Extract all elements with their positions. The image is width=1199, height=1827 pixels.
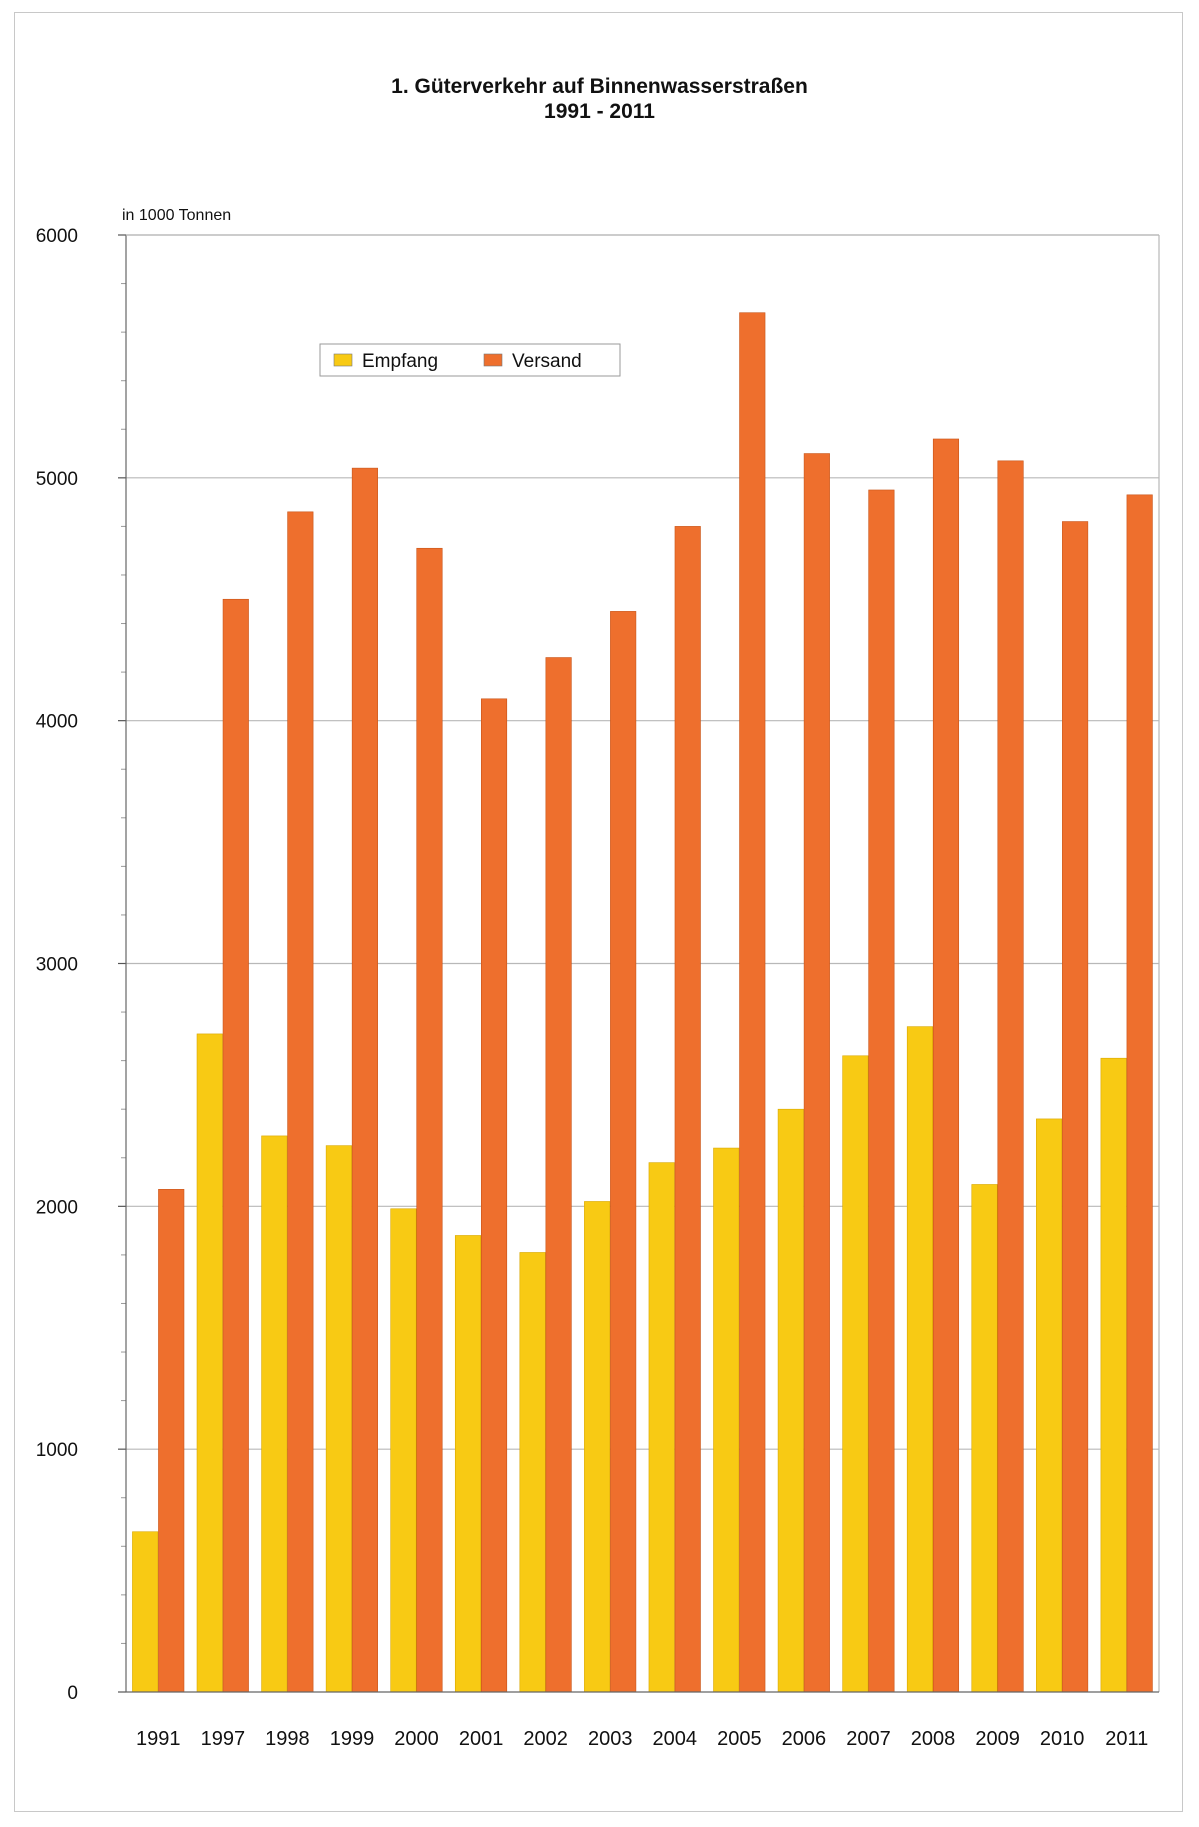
legend-label-versand: Versand xyxy=(512,351,582,372)
bar-empfang-2001 xyxy=(455,1235,481,1692)
bar-versand-2001 xyxy=(481,699,507,1692)
x-tick-label-1991: 1991 xyxy=(136,1728,181,1750)
x-tick-label-1999: 1999 xyxy=(330,1728,375,1750)
x-tick-label-2000: 2000 xyxy=(394,1728,439,1750)
bar-empfang-1997 xyxy=(197,1034,223,1692)
bar-versand-2005 xyxy=(740,313,766,1692)
y-tick-label-4000: 4000 xyxy=(36,712,78,733)
bar-empfang-2009 xyxy=(972,1184,998,1692)
bar-versand-2000 xyxy=(417,548,443,1692)
y-tick-label-2000: 2000 xyxy=(36,1197,78,1218)
bar-empfang-2002 xyxy=(520,1252,546,1692)
bar-versand-2002 xyxy=(546,658,572,1692)
bar-empfang-2003 xyxy=(584,1201,610,1692)
y-tick-label-0: 0 xyxy=(67,1683,78,1704)
legend: Empfang Versand xyxy=(320,344,620,376)
bar-versand-2008 xyxy=(933,439,959,1692)
y-tick-label-1000: 1000 xyxy=(36,1440,78,1461)
bar-empfang-2008 xyxy=(907,1027,933,1692)
y-tick-label-3000: 3000 xyxy=(36,955,78,976)
bar-empfang-2011 xyxy=(1101,1058,1127,1692)
x-tick-label-2009: 2009 xyxy=(975,1728,1020,1750)
bar-empfang-2006 xyxy=(778,1109,804,1692)
x-tick-label-2004: 2004 xyxy=(653,1728,698,1750)
bar-versand-1997 xyxy=(223,599,249,1692)
x-tick-label-1998: 1998 xyxy=(265,1728,310,1750)
bar-empfang-1991 xyxy=(132,1532,158,1692)
bar-empfang-2000 xyxy=(391,1209,417,1692)
bar-empfang-2005 xyxy=(714,1148,740,1692)
bar-versand-2011 xyxy=(1127,495,1153,1692)
bar-versand-1998 xyxy=(288,512,314,1692)
bar-versand-2007 xyxy=(869,490,895,1692)
x-tick-label-2008: 2008 xyxy=(911,1728,956,1750)
x-tick-label-2002: 2002 xyxy=(523,1728,568,1750)
x-tick-label-2010: 2010 xyxy=(1040,1728,1085,1750)
bar-empfang-2004 xyxy=(649,1163,675,1692)
x-tick-label-2005: 2005 xyxy=(717,1728,762,1750)
legend-swatch-empfang xyxy=(334,354,352,366)
bar-empfang-1999 xyxy=(326,1146,352,1692)
bar-versand-2009 xyxy=(998,461,1024,1692)
x-tick-label-1997: 1997 xyxy=(201,1728,246,1750)
bar-versand-2003 xyxy=(610,611,636,1692)
bars xyxy=(132,313,1152,1692)
bar-versand-2010 xyxy=(1062,522,1088,1692)
bar-empfang-1998 xyxy=(262,1136,288,1692)
x-tick-label-2011: 2011 xyxy=(1105,1728,1148,1750)
y-axis-label: in 1000 Tonnen xyxy=(122,207,231,224)
legend-swatch-versand xyxy=(484,354,502,366)
bar-empfang-2007 xyxy=(843,1056,869,1692)
bar-versand-2004 xyxy=(675,526,701,1692)
x-tick-label-2007: 2007 xyxy=(846,1728,891,1750)
y-tick-label-5000: 5000 xyxy=(36,469,78,490)
bar-versand-1999 xyxy=(352,468,378,1692)
bar-versand-1991 xyxy=(158,1189,184,1692)
y-tick-label-6000: 6000 xyxy=(36,226,78,247)
legend-label-empfang: Empfang xyxy=(362,351,438,372)
bar-versand-2006 xyxy=(804,454,830,1692)
x-tick-label-2003: 2003 xyxy=(588,1728,633,1750)
bar-empfang-2010 xyxy=(1036,1119,1062,1692)
x-tick-label-2006: 2006 xyxy=(782,1728,827,1750)
x-tick-label-2001: 2001 xyxy=(459,1728,504,1750)
